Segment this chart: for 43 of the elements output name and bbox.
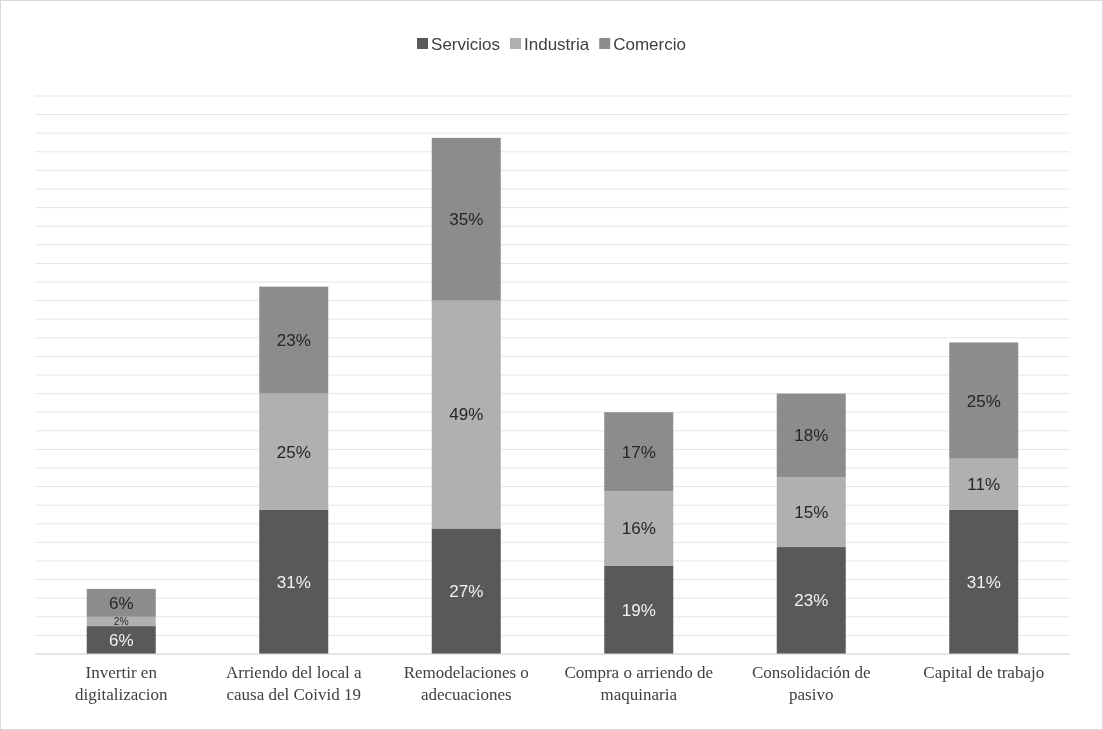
data-label: 2% — [113, 616, 129, 628]
data-label: 49% — [449, 405, 484, 425]
data-label: 6% — [108, 631, 134, 650]
data-label: 6% — [108, 593, 134, 613]
bar — [259, 286, 329, 394]
bar — [949, 458, 1019, 510]
bar — [431, 137, 501, 301]
bar — [776, 547, 846, 654]
bar — [431, 300, 501, 529]
bar — [604, 491, 674, 566]
x-tick-label: Consolidación de pasivo — [751, 663, 871, 705]
data-label: 19% — [621, 600, 656, 620]
data-label: 15% — [794, 503, 829, 523]
data-label: 23% — [276, 331, 311, 351]
x-tick-label: Capital de trabajo — [923, 663, 1045, 682]
bar — [949, 509, 1019, 654]
bar — [259, 393, 329, 510]
bar — [949, 342, 1019, 459]
legend-label: Comercio — [613, 34, 686, 54]
bar — [86, 588, 156, 617]
data-label: 31% — [966, 572, 1001, 592]
data-label: 25% — [966, 391, 1001, 411]
data-label: 35% — [449, 210, 484, 230]
x-tick-label: Compra o arriendo de maquinaria — [564, 663, 714, 705]
bar — [259, 509, 329, 654]
data-label: 11% — [967, 475, 1001, 495]
data-label: 25% — [276, 442, 311, 462]
x-tick-label: Arriendo del local a causa del Coivid 19 — [226, 663, 362, 705]
data-label: 17% — [621, 442, 656, 462]
bar — [604, 412, 674, 492]
data-label: 23% — [794, 591, 829, 611]
legend-label: Servicios — [431, 34, 501, 54]
bar — [604, 565, 674, 654]
bar — [431, 528, 501, 654]
data-label: 18% — [794, 426, 829, 446]
data-label: 31% — [276, 572, 311, 592]
data-label: 27% — [449, 582, 484, 602]
x-tick-label: Remodelaciones o adecuaciones — [403, 663, 529, 705]
legend-label: Industria — [524, 34, 590, 54]
data-label: 16% — [621, 519, 656, 539]
bar — [776, 393, 846, 478]
bar — [776, 477, 846, 548]
x-tick-label: Invertir en digitalizacion — [74, 663, 168, 705]
